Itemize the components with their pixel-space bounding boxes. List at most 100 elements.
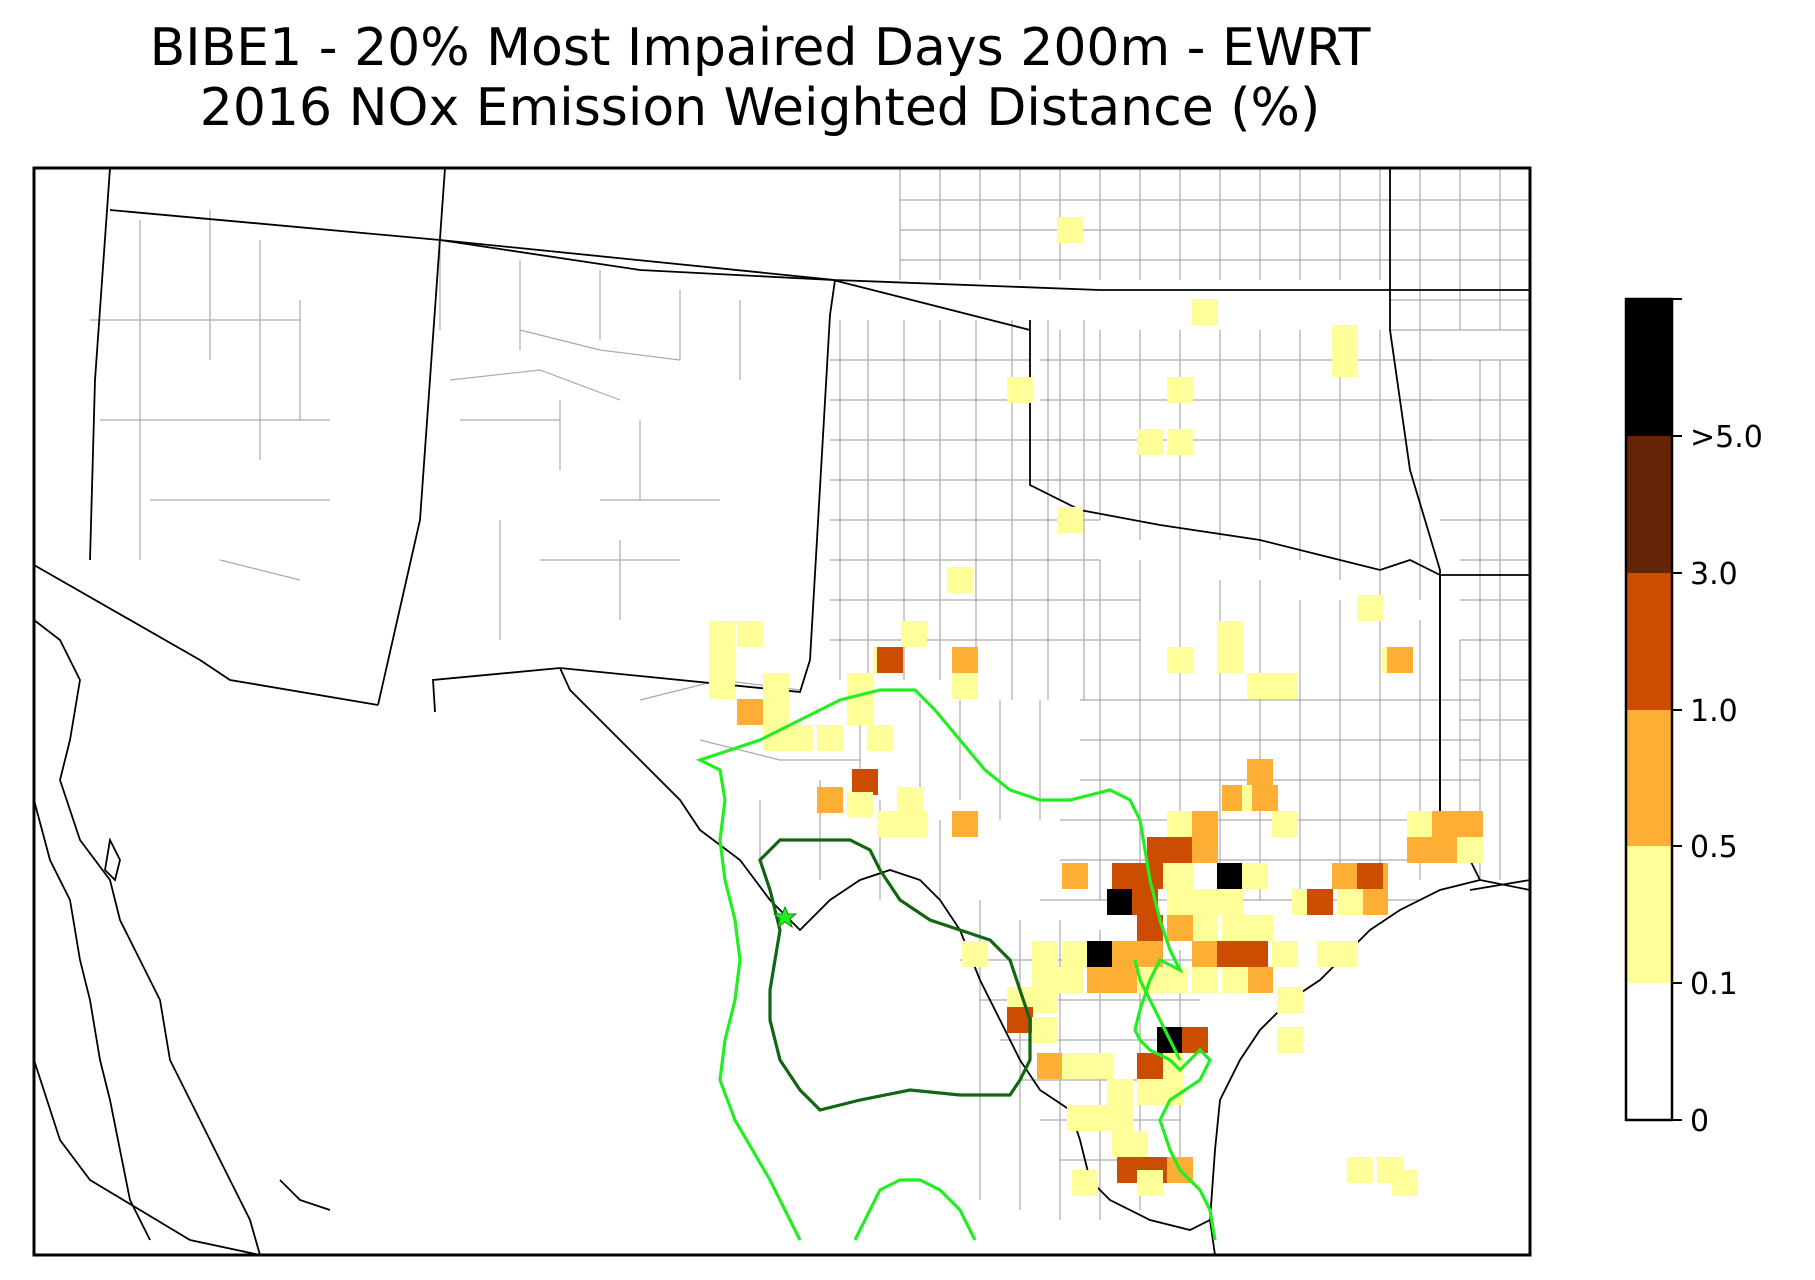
emission-cell <box>847 699 873 725</box>
emission-cell <box>1272 811 1298 837</box>
emission-cell <box>1057 507 1083 533</box>
emission-cell <box>1087 941 1113 967</box>
emission-cell <box>897 787 923 813</box>
emission-cell <box>1457 837 1483 863</box>
emission-cell <box>737 699 763 725</box>
emission-cell <box>1432 837 1458 863</box>
emission-cell <box>1167 915 1193 941</box>
trajectory-inner-light <box>853 1178 977 1241</box>
emission-cell <box>867 725 893 751</box>
emission-cell <box>1062 863 1088 889</box>
emission-cell <box>1137 429 1163 455</box>
emission-cell <box>1007 377 1033 403</box>
emission-cell <box>1107 889 1133 915</box>
emission-cell <box>1167 811 1193 837</box>
emission-cell <box>1032 1017 1058 1043</box>
emission-cell <box>952 647 978 673</box>
emission-cell <box>1192 941 1218 967</box>
emission-cell <box>952 673 978 699</box>
trajectory-core-light <box>1133 959 1182 1061</box>
county-borders <box>90 168 1530 1220</box>
emission-cell <box>1192 915 1218 941</box>
trajectory-dark <box>758 838 1032 1112</box>
emission-cell <box>1457 811 1483 837</box>
emission-cell <box>1432 811 1458 837</box>
emission-cell <box>1387 647 1413 673</box>
emission-cell <box>1192 811 1218 837</box>
emission-cell <box>1307 889 1333 915</box>
emission-cell <box>1037 1053 1063 1079</box>
emission-cell <box>1217 863 1243 889</box>
emission-cell <box>1192 837 1218 863</box>
emission-cell <box>1392 1170 1418 1196</box>
emission-cell <box>1032 941 1058 967</box>
emission-cell <box>1247 673 1273 699</box>
emission-cell <box>1347 1157 1373 1183</box>
emission-cell <box>1357 595 1383 621</box>
emission-cell <box>1167 647 1193 673</box>
emission-cell <box>1112 863 1138 889</box>
emission-cell <box>709 621 735 647</box>
emission-cell <box>877 647 903 673</box>
trajectory-outer-light <box>695 688 1217 1241</box>
emission-cell <box>1247 915 1273 941</box>
emission-cell <box>787 725 813 751</box>
emission-cell <box>1272 941 1298 967</box>
emission-cell <box>1217 647 1243 673</box>
emission-cell <box>1182 1027 1208 1053</box>
emission-cell <box>709 647 735 673</box>
map-border <box>32 166 1532 1257</box>
emission-cell <box>847 792 873 818</box>
title-line-1: BIBE1 - 20% Most Impaired Days 200m - EW… <box>149 18 1371 78</box>
emission-cell <box>1192 967 1218 993</box>
emission-cell <box>947 567 973 593</box>
emission-cell <box>901 621 927 647</box>
emission-cell <box>737 621 763 647</box>
emission-cell <box>817 725 843 751</box>
emission-cell <box>1337 889 1363 915</box>
emission-cell <box>1357 863 1383 889</box>
emission-cell <box>1072 1170 1098 1196</box>
emission-cell <box>1167 889 1193 915</box>
emission-cell <box>709 673 735 699</box>
emission-cell <box>1062 941 1088 967</box>
emission-cell <box>1217 889 1243 915</box>
emission-cell <box>1122 1131 1148 1157</box>
emission-cell <box>1217 621 1243 647</box>
emission-cell <box>1057 967 1083 993</box>
emission-cell <box>1107 1079 1133 1105</box>
emission-cell <box>763 699 789 725</box>
emission-cell <box>1162 967 1188 993</box>
emission-cell <box>1032 987 1058 1013</box>
emission-cell <box>852 769 878 795</box>
emission-cell <box>1362 889 1388 915</box>
emission-cell <box>1167 837 1193 863</box>
emission-cell <box>901 811 927 837</box>
trajectory-lines <box>695 688 1217 1241</box>
emission-cell <box>877 811 903 837</box>
state-borders <box>34 168 1530 1255</box>
emission-cell <box>1087 1053 1113 1079</box>
emission-cell <box>1272 673 1298 699</box>
title-line-2: 2016 NOx Emission Weighted Distance (%) <box>199 78 1321 138</box>
emission-cell <box>1222 915 1248 941</box>
emission-cell <box>1062 1053 1088 1079</box>
emission-cell <box>1167 429 1193 455</box>
chart-title: BIBE1 - 20% Most Impaired Days 200m - EW… <box>0 18 1520 138</box>
emission-cell <box>1112 967 1138 993</box>
emission-cell <box>763 673 789 699</box>
emission-cell <box>1332 863 1358 889</box>
emission-cell <box>1192 889 1218 915</box>
emission-cell <box>1217 941 1243 967</box>
emission-cell <box>1242 863 1268 889</box>
emission-cell <box>1137 1053 1163 1079</box>
emission-cell <box>1222 967 1248 993</box>
emission-cells <box>709 217 1483 1196</box>
emission-cell <box>1252 785 1278 811</box>
emission-cell <box>1192 299 1218 325</box>
emission-cell <box>1087 967 1113 993</box>
emission-cell <box>817 787 843 813</box>
emission-cell <box>1247 967 1273 993</box>
emission-cell <box>1057 217 1083 243</box>
emission-cell <box>1332 325 1358 351</box>
